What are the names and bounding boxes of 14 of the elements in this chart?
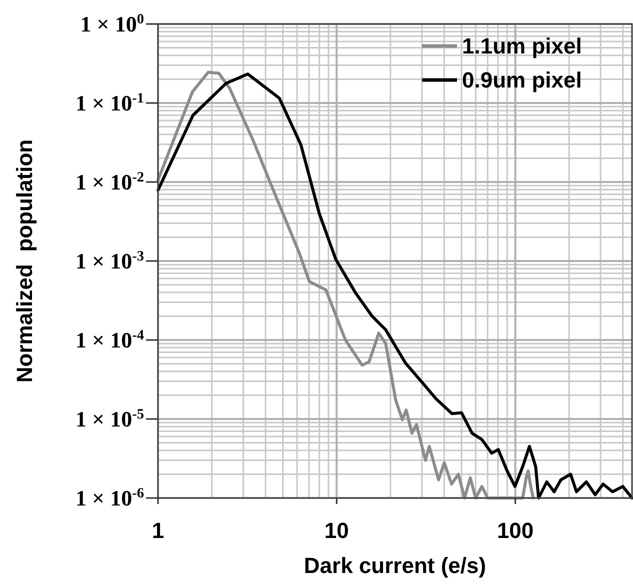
x-tick-label: 100 bbox=[496, 518, 534, 543]
y-tick-label: 1 × 10$^{-2}$ bbox=[76, 170, 144, 195]
x-axis-title: Dark current (e/s) bbox=[304, 553, 486, 578]
y-tick-label: 1 × 10$^{-6}$ bbox=[76, 486, 144, 511]
y-tick-label: 1 × 10$^{-3}$ bbox=[76, 248, 144, 274]
y-tick-label: 1 × 10$^{0}$ bbox=[80, 12, 144, 37]
legend-label: 0.9um pixel bbox=[462, 68, 582, 93]
y-axis-title: Normalized population bbox=[12, 139, 37, 383]
legend-label: 1.1um pixel bbox=[462, 34, 582, 59]
x-tick-label: 1 bbox=[152, 518, 164, 543]
y-tick-label: 1 × 10$^{-1}$ bbox=[76, 90, 144, 116]
x-tick-label: 10 bbox=[324, 518, 349, 543]
y-tick-label: 1 × 10$^{-5}$ bbox=[76, 406, 144, 432]
y-tick-label: 1 × 10$^{-4}$ bbox=[76, 328, 144, 353]
